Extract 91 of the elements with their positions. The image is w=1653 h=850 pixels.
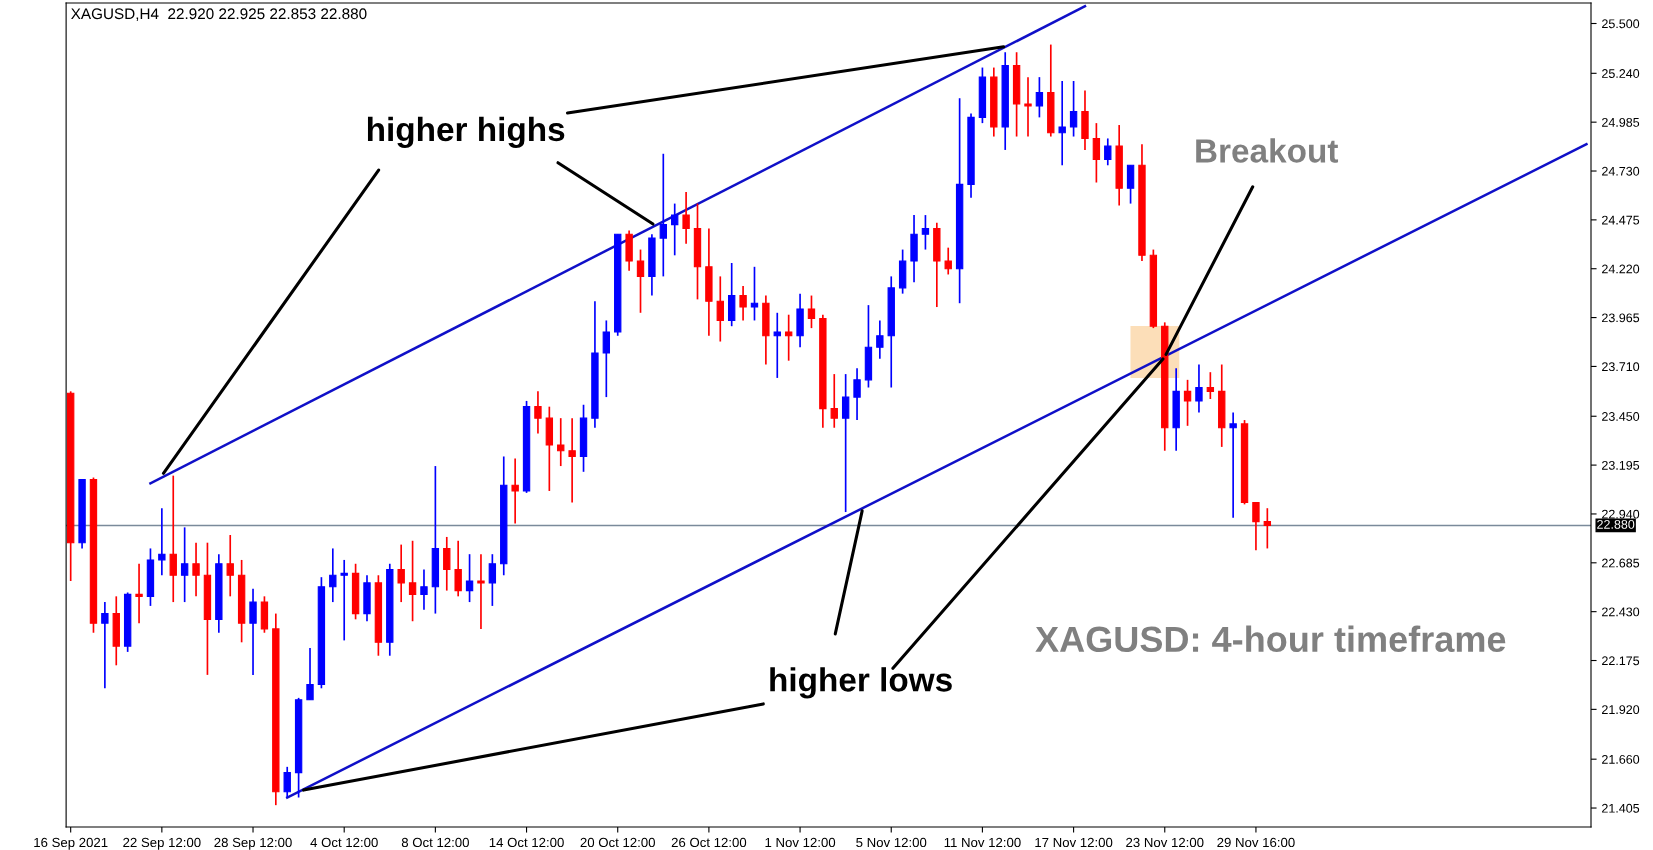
x-tick-label: 22 Sep 12:00: [123, 837, 201, 850]
candlestick: [773, 311, 781, 379]
candlestick: [1206, 371, 1215, 400]
x-tick-label: 4 Oct 12:00: [310, 837, 378, 848]
ref-line-label: 22.880: [1597, 519, 1635, 529]
candlestick: [830, 373, 838, 429]
candlestick: [329, 547, 337, 603]
x-tick-label: 1 Nov 12:00: [765, 837, 836, 848]
candlestick: [397, 543, 405, 603]
y-tick-label: 25.240: [1602, 69, 1640, 78]
candlestick: [1069, 80, 1078, 138]
candlestick: [158, 507, 166, 577]
x-tick-label: 23 Nov 12:00: [1126, 837, 1204, 848]
annotation: higher lows: [770, 667, 952, 699]
candlestick: [671, 202, 679, 257]
candlestick: [739, 285, 747, 322]
candlestick: [682, 191, 690, 245]
candlestick: [750, 265, 759, 322]
y-tick-label: 22.430: [1602, 607, 1640, 617]
candlestick: [135, 562, 143, 624]
candlestick: [557, 417, 565, 467]
y-tick-label: 22.175: [1602, 656, 1640, 666]
y-tick-label: 21.405: [1602, 803, 1640, 813]
candlestick: [420, 568, 428, 611]
annotation: Breakout: [1196, 138, 1339, 163]
y-tick-label: 22.940: [1602, 509, 1640, 519]
y-tick-label: 22.685: [1602, 558, 1640, 568]
x-tick-label: 17 Nov 12:00: [1035, 837, 1113, 848]
candlestick: [340, 559, 348, 642]
y-tick-label: 24.985: [1602, 117, 1640, 127]
y-tick-label: 24.220: [1602, 264, 1640, 274]
candlestick: [511, 457, 519, 525]
candlestick: [1183, 379, 1192, 427]
y-tick-label: 21.660: [1602, 754, 1640, 764]
candlestick: [716, 275, 724, 343]
candlestick: [1058, 80, 1066, 167]
candlestick: [807, 294, 816, 329]
candlestick: [659, 152, 667, 278]
candlestick: [1024, 76, 1032, 138]
candlestick: [921, 214, 930, 251]
candlestick: [876, 319, 884, 360]
candlestick: [944, 246, 952, 276]
candlestick: [1263, 507, 1272, 550]
y-tick-label: 24.475: [1602, 215, 1640, 225]
x-tick-label: 11 Nov 12:00: [944, 837, 1021, 848]
x-tick-label: 8 Oct 12:00: [401, 837, 469, 848]
candlestick: [192, 541, 200, 598]
candlestick: [636, 248, 645, 314]
y-tick-label: 21.920: [1602, 705, 1640, 715]
y-tick-label: 25.500: [1602, 19, 1640, 29]
candlestick: [784, 313, 793, 362]
candlestick: [1092, 122, 1101, 184]
candlestick: [477, 553, 485, 630]
y-tick-label: 23.450: [1602, 412, 1640, 421]
x-tick-label: 5 Nov 12:00: [856, 837, 927, 848]
candlestick: [1126, 164, 1135, 205]
annotation: XAGUSD: 4-hour timeframe: [1035, 625, 1506, 653]
candlestick: [283, 766, 291, 799]
x-tick-label: 16 Sep 2021: [34, 837, 108, 850]
candlestick: [306, 647, 314, 701]
candlestick: [101, 601, 109, 690]
candlestick: [408, 539, 417, 623]
x-tick-label: 26 Oct 12:00: [671, 837, 747, 848]
y-tick-label: 23.195: [1602, 460, 1640, 470]
candlestick: [226, 534, 234, 598]
x-tick-label: 28 Sep 12:00: [214, 837, 292, 850]
candlestick: [465, 553, 474, 603]
candlestick: [169, 474, 177, 603]
candlestick: [1229, 411, 1237, 519]
candlestick: [853, 367, 861, 421]
y-tick-label: 23.965: [1602, 313, 1640, 323]
candlestick: [534, 390, 542, 435]
y-tick-label: 24.730: [1602, 166, 1640, 176]
y-tick-label: 23.710: [1602, 362, 1640, 372]
candlestick: [841, 373, 850, 513]
candlestick: [1252, 501, 1260, 552]
x-tick-label: 20 Oct 12:00: [580, 837, 655, 848]
candlestick: [443, 536, 451, 592]
candlestick: [454, 539, 462, 598]
candlestick: [568, 417, 576, 504]
x-tick-label: 14 Oct 12:00: [489, 837, 564, 848]
candlestick: [180, 526, 189, 603]
candlestick: [1195, 363, 1203, 414]
candlestick: [249, 587, 257, 676]
annotation: XAGUSD,H4 22.920 22.925 22.853 22.880: [71, 8, 367, 21]
candlestick: [1035, 76, 1044, 119]
candlestick: [488, 553, 497, 607]
candlestick: [602, 319, 611, 398]
x-tick-label: 29 Nov 16:00: [1217, 837, 1295, 848]
candlestick: [1104, 137, 1112, 167]
annotation: higher highs: [367, 116, 565, 148]
